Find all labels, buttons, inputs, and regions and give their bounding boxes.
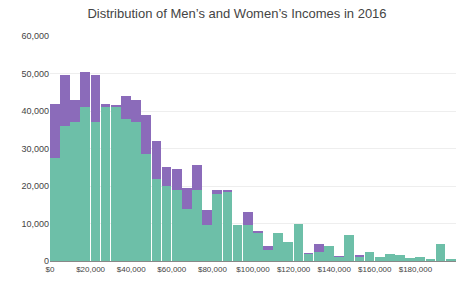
svg-text:10,000: 10,000 (21, 219, 49, 229)
svg-text:20,000: 20,000 (21, 181, 49, 191)
svg-text:0: 0 (44, 256, 49, 266)
svg-text:$0: $0 (46, 265, 55, 274)
svg-text:$140,000: $140,000 (318, 265, 352, 274)
svg-text:$80,000: $80,000 (198, 265, 227, 274)
svg-text:60,000: 60,000 (21, 31, 49, 41)
svg-text:$100,000: $100,000 (236, 265, 270, 274)
svg-text:40,000: 40,000 (21, 106, 49, 116)
svg-text:$60,000: $60,000 (157, 265, 186, 274)
svg-text:$40,000: $40,000 (117, 265, 146, 274)
svg-text:Distribution of Men’s and Wome: Distribution of Men’s and Women’s Income… (87, 6, 386, 21)
svg-text:$160,000: $160,000 (358, 265, 392, 274)
svg-text:$120,000: $120,000 (277, 265, 311, 274)
svg-text:$20,000: $20,000 (76, 265, 105, 274)
svg-text:30,000: 30,000 (21, 144, 49, 154)
svg-text:$180,000: $180,000 (399, 265, 433, 274)
svg-text:50,000: 50,000 (21, 69, 49, 79)
